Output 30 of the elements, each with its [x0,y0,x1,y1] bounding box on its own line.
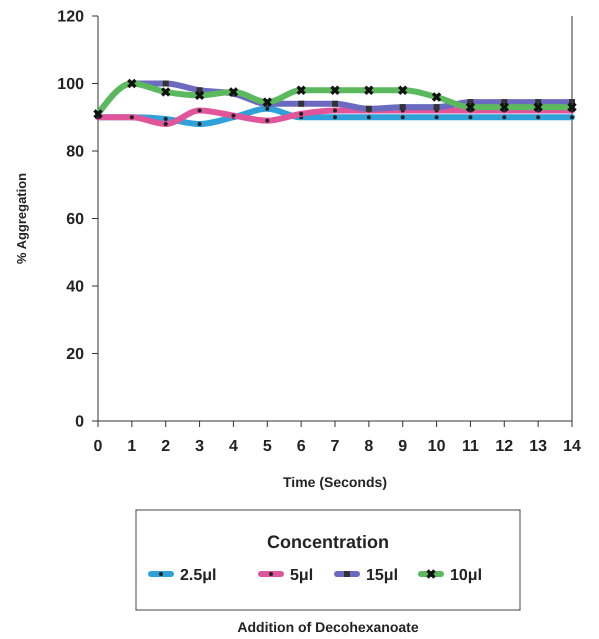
text: Addition of Decohexanoate [237,619,419,635]
x-tick-label: 3 [195,438,204,455]
x-tick-label: 12 [495,438,514,455]
x-tick-label: 7 [330,438,340,455]
x-tick-label: 14 [563,438,581,455]
x-tick-label: 10 [428,438,446,455]
legend-title: Concentration [266,532,390,552]
y-tick-label: 100 [57,76,84,94]
y-tick-label: 0 [75,414,84,431]
y-axis-title: % Aggregation [14,172,29,264]
x-tick-label: 9 [398,438,408,455]
x-tick-label: 5 [262,438,272,455]
x-tick-label: 6 [296,438,306,455]
x-tick-label: 11 [462,438,479,455]
y-tick-label: 120 [57,8,84,26]
x-tick-label: 4 [228,438,238,455]
x-tick-label: 13 [529,438,548,455]
x-axis-title: Time (Seconds) [283,474,387,490]
y-tick-label: 60 [66,211,84,228]
y-tick-label: 40 [66,278,84,296]
x-tick-label: 8 [364,438,374,455]
y-tick-label: 20 [66,346,84,364]
x-tick-label: 2 [161,438,170,455]
x-tick-label: 1 [127,438,136,455]
legend-label: 5μl [290,567,314,584]
y-tick-label: 80 [66,144,84,161]
x-tick-label: 0 [94,438,103,455]
legend-label: 2.5μl [180,567,216,584]
legend-label: 10μl [450,567,482,584]
legend-label: 15μl [366,567,398,584]
